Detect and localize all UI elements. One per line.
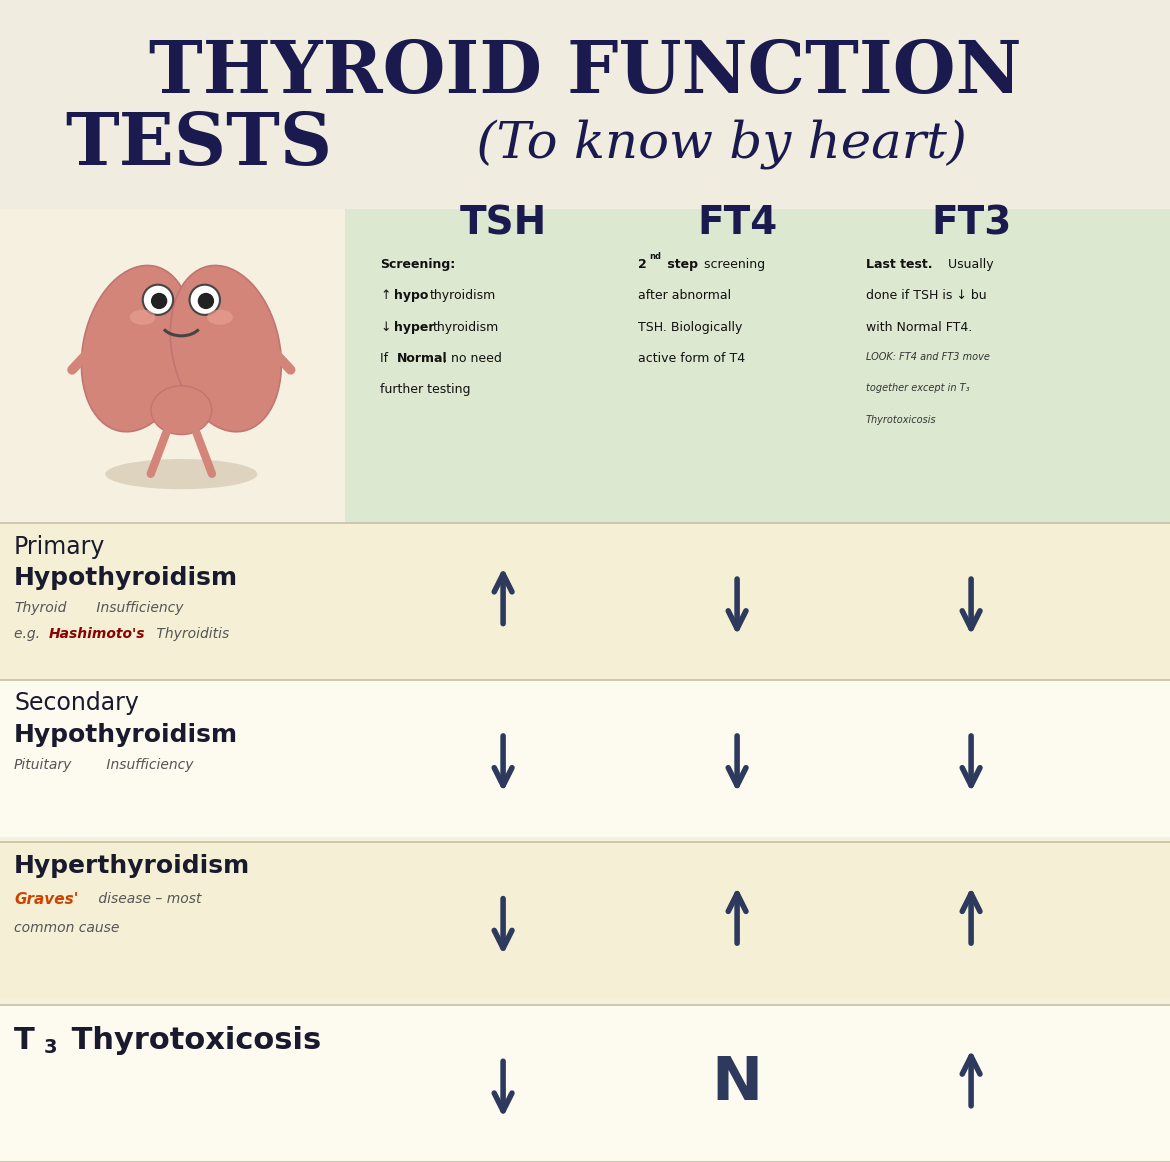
Text: , no need: , no need [443,352,502,365]
Text: thyroidism: thyroidism [433,321,500,333]
Text: Primary: Primary [14,535,105,559]
Text: (To know by heart): (To know by heart) [460,119,968,170]
Text: after abnormal: after abnormal [638,289,731,302]
Text: together except in T₃: together except in T₃ [866,383,969,394]
Text: FT3: FT3 [931,205,1011,242]
Text: Insufficiency: Insufficiency [92,601,184,615]
Text: nd: nd [649,252,661,261]
Circle shape [198,293,214,309]
Text: hypo: hypo [394,289,428,302]
FancyBboxPatch shape [0,842,1170,999]
Text: TSH: TSH [460,205,546,242]
Ellipse shape [171,265,281,432]
Text: Thyrotoxicosis: Thyrotoxicosis [61,1026,321,1055]
Ellipse shape [151,386,212,435]
Circle shape [190,285,220,315]
Text: Normal: Normal [397,352,447,365]
Text: Last test.: Last test. [866,258,932,271]
Text: ↓: ↓ [380,321,391,333]
Ellipse shape [82,265,192,432]
Ellipse shape [105,459,257,489]
Ellipse shape [207,310,233,325]
Text: done if TSH is ↓ bu: done if TSH is ↓ bu [866,289,986,302]
Text: FT4: FT4 [697,205,777,242]
Ellipse shape [130,310,156,325]
Text: Graves': Graves' [14,892,78,908]
FancyBboxPatch shape [0,209,345,523]
Text: with Normal FT4.: with Normal FT4. [866,321,972,333]
Text: TESTS: TESTS [66,108,332,180]
Text: Hashimoto's: Hashimoto's [49,627,145,641]
Text: THYROID FUNCTION: THYROID FUNCTION [149,36,1021,108]
Text: Insufficiency: Insufficiency [102,758,193,772]
Text: thyroidism: thyroidism [429,289,496,302]
Text: step: step [663,258,698,271]
Text: further testing: further testing [380,383,470,396]
Text: Secondary: Secondary [14,691,139,716]
Text: Hyperthyroidism: Hyperthyroidism [14,854,250,878]
Text: common cause: common cause [14,921,119,935]
Text: Thyroiditis: Thyroiditis [152,627,229,641]
Text: active form of T4: active form of T4 [638,352,745,365]
Text: 2: 2 [638,258,646,271]
Text: If: If [380,352,392,365]
Text: T: T [14,1026,35,1055]
Text: Pituitary: Pituitary [14,758,73,772]
Circle shape [151,293,167,309]
Text: ↑: ↑ [380,289,391,302]
Text: Screening:: Screening: [380,258,455,271]
Text: TSH. Biologically: TSH. Biologically [638,321,742,333]
FancyBboxPatch shape [345,209,1170,523]
Circle shape [143,285,173,315]
Text: Thyroid: Thyroid [14,601,67,615]
Text: e.g.: e.g. [14,627,44,641]
Text: Usually: Usually [944,258,993,271]
Text: Hypothyroidism: Hypothyroidism [14,566,239,590]
Text: Hypothyroidism: Hypothyroidism [14,723,239,747]
Text: screening: screening [700,258,765,271]
FancyBboxPatch shape [0,523,1170,680]
FancyBboxPatch shape [0,1005,1170,1162]
Text: LOOK: FT4 and FT3 move: LOOK: FT4 and FT3 move [866,352,990,363]
Text: N: N [711,1054,763,1113]
Text: hyper: hyper [394,321,435,333]
Text: disease – most: disease – most [94,892,201,906]
Text: Thyrotoxicosis: Thyrotoxicosis [866,415,936,425]
FancyBboxPatch shape [0,0,1170,209]
FancyBboxPatch shape [0,680,1170,837]
Text: 3: 3 [43,1038,57,1056]
